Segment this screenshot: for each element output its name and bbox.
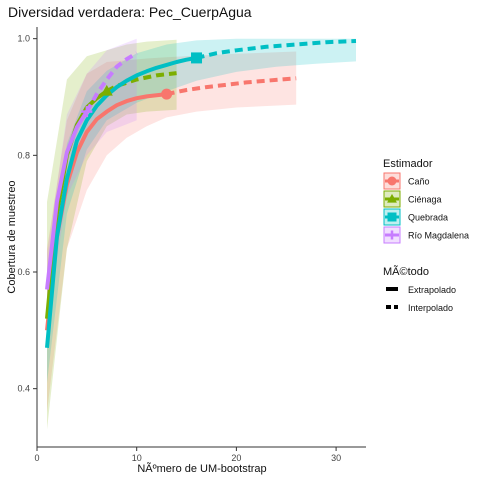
confidence-band: [47, 51, 297, 412]
legend-key-marker: [387, 212, 397, 222]
x-axis-ticks: 0 10 20 30: [34, 447, 341, 463]
legend-estimator-title: Estimador: [383, 158, 433, 170]
legend-method-label: Interpolado: [408, 303, 453, 313]
legend-item: Caño: [383, 172, 430, 190]
y-tick-label: 0.4: [17, 384, 30, 394]
extrapolated-line: [85, 51, 138, 113]
legend-item-label: Río Magdalena: [408, 231, 469, 241]
legend-key-marker: [387, 193, 397, 203]
legend-item: Río Magdalena: [383, 226, 469, 244]
legend-item-label: Caño: [408, 177, 430, 187]
legend-key-marker: [387, 230, 397, 240]
x-tick-label: 10: [132, 453, 142, 463]
extrapolated-line: [196, 39, 357, 60]
legend-item-label: Quebrada: [408, 213, 448, 223]
legend-item-label: Ciénaga: [408, 195, 442, 205]
observed-point: [191, 52, 203, 64]
x-tick-label: 30: [331, 453, 341, 463]
y-axis-label: Cobertura de muestreo: [6, 180, 18, 293]
interpolated-line: [45, 55, 197, 348]
legend-method-title: MÃ©todo: [383, 265, 429, 278]
y-axis-ticks: 0.4 0.6 0.8 1.0: [17, 34, 37, 394]
legend-method-interpolated: Interpolado: [386, 303, 453, 313]
legend: Estimador Caño Ciénaga Quebrada Río Magdale…: [383, 158, 469, 313]
legend-item: Quebrada: [383, 208, 448, 226]
observed-point: [161, 88, 173, 100]
confidence-band: [47, 38, 137, 325]
chart-title: Diversidad verdadera: Pec_CuerpAgua: [8, 4, 252, 20]
legend-estimator-items: Caño Ciénaga Quebrada Río Magdalena: [383, 172, 469, 244]
x-tick-label: 0: [34, 453, 39, 463]
interpolated-line: [45, 110, 89, 290]
legend-key-marker: [387, 176, 397, 186]
legend-item: Ciénaga: [383, 190, 442, 208]
legend-method-extrapolated: Extrapolado: [386, 285, 456, 295]
observed-point: [100, 84, 113, 96]
extrapolated-line: [166, 76, 297, 97]
y-tick-label: 0.6: [17, 267, 30, 277]
legend-method-label: Extrapolado: [408, 285, 456, 295]
x-tick-label: 20: [231, 453, 241, 463]
observed-markers: [81, 52, 203, 118]
x-axis-label: NÃºmero de UM-bootstrap: [137, 462, 266, 475]
y-tick-label: 0.8: [17, 150, 30, 160]
y-tick-label: 1.0: [17, 34, 30, 44]
observed-point: [81, 106, 93, 118]
series-lines: [45, 39, 357, 348]
